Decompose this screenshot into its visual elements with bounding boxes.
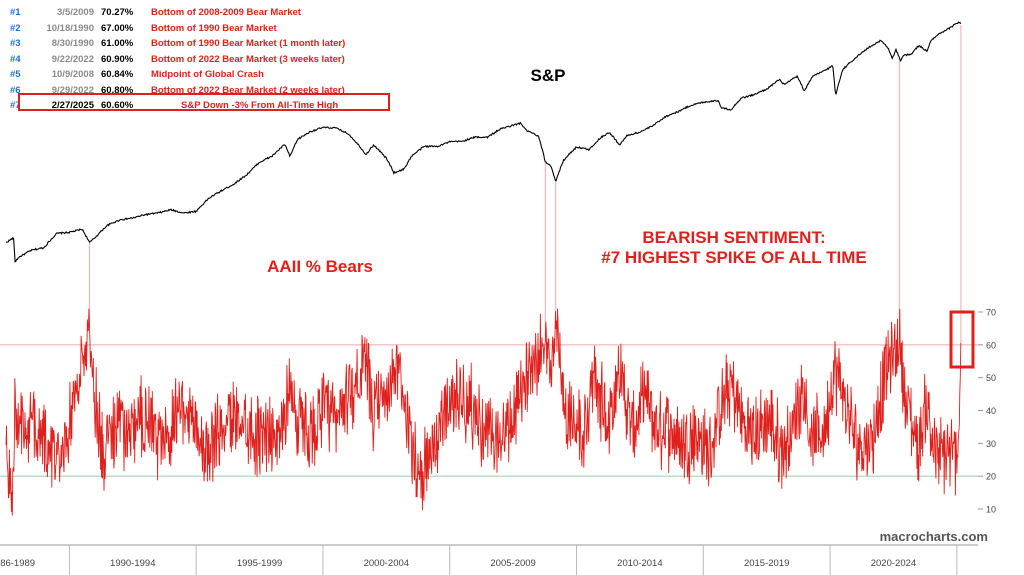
x-tick-label: 2020-2024 xyxy=(871,558,916,569)
latest-highlight-box xyxy=(949,310,975,369)
y-tick-label: 60 xyxy=(986,340,996,350)
sp-series xyxy=(5,21,962,263)
percent: 61.00% xyxy=(101,38,134,49)
headline-line-2: #7 HIGHEST SPIKE OF ALL TIME xyxy=(601,248,866,267)
highlight-box xyxy=(18,93,390,111)
y-tick-label: 50 xyxy=(986,373,996,383)
date: 10/9/2008 xyxy=(51,69,94,80)
y-tick-label: 30 xyxy=(986,439,996,449)
rank: #4 xyxy=(10,53,21,65)
axes: 10 20 30 40 50 60 70 1986-1989 1990-1994 1995-199… xyxy=(0,308,996,575)
reference-lines xyxy=(0,344,978,477)
rank: #7 xyxy=(10,100,21,111)
headline-line-1: BEARISH SENTIMENT: xyxy=(642,228,825,247)
description: Bottom of 2022 Bear Market (3 weeks late… xyxy=(151,53,345,65)
connector-lines xyxy=(88,25,962,343)
date: 10/18/1990 xyxy=(46,22,94,34)
rank: #5 xyxy=(10,69,21,80)
description: Bottom of 1990 Bear Market (1 month late… xyxy=(151,38,346,49)
x-tick-label: 2015-2019 xyxy=(744,558,789,569)
y-tick-label: 20 xyxy=(986,472,996,482)
x-tick-label: 2000-2004 xyxy=(364,558,409,569)
rank: #2 xyxy=(10,22,21,34)
description: Midpoint of Global Crash xyxy=(151,69,264,80)
watermark: macrocharts.com xyxy=(880,529,988,544)
percent: 60.60% xyxy=(101,100,134,111)
description: Bottom of 1990 Bear Market xyxy=(151,22,277,34)
percent: 60.80% xyxy=(101,84,134,96)
sp-line xyxy=(5,21,962,263)
annotations: S&P AAII % Bears BEARISH SENTIMENT: #7 H… xyxy=(267,66,988,544)
description: Bottom of 2022 Bear Market (2 weeks late… xyxy=(151,84,345,96)
date: 9/29/2022 xyxy=(51,84,94,96)
rank: #1 xyxy=(10,7,21,18)
percent: 60.90% xyxy=(101,53,134,65)
date: 8/30/1990 xyxy=(51,38,94,49)
x-tick-label: 1986-1989 xyxy=(0,558,35,569)
rank: #3 xyxy=(10,38,21,49)
y-tick-label: 70 xyxy=(986,308,996,318)
date: 9/22/2022 xyxy=(51,53,94,65)
date: 3/5/2009 xyxy=(57,7,94,18)
sp-label: S&P xyxy=(531,66,566,85)
bears-label: AAII % Bears xyxy=(267,257,373,276)
rank: #6 xyxy=(10,84,21,96)
x-tick-label: 1995-1999 xyxy=(237,558,282,569)
percent: 70.27% xyxy=(101,7,134,18)
percent: 67.00% xyxy=(101,22,134,34)
description: S&P Down -3% From All-Time High xyxy=(181,100,339,111)
x-tick-label: 2010-2014 xyxy=(617,558,662,569)
date: 2/27/2025 xyxy=(51,100,94,111)
y-tick-label: 10 xyxy=(986,505,996,515)
bears-line xyxy=(5,308,962,516)
x-tick-label: 2005-2009 xyxy=(490,558,535,569)
bears-series xyxy=(5,308,975,516)
description: Bottom of 2008-2009 Bear Market xyxy=(151,7,301,18)
x-tick-label: 1990-1994 xyxy=(110,558,155,569)
percent: 60.84% xyxy=(101,69,134,80)
y-tick-label: 40 xyxy=(986,406,996,416)
